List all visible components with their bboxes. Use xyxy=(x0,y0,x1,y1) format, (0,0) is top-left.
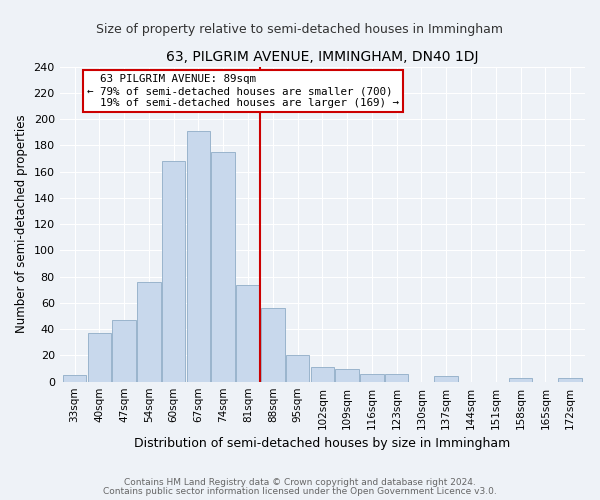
Bar xyxy=(137,282,161,382)
Bar xyxy=(311,367,334,382)
Bar xyxy=(187,131,210,382)
Bar xyxy=(63,375,86,382)
Title: 63, PILGRIM AVENUE, IMMINGHAM, DN40 1DJ: 63, PILGRIM AVENUE, IMMINGHAM, DN40 1DJ xyxy=(166,50,479,64)
Bar xyxy=(434,376,458,382)
Text: Contains public sector information licensed under the Open Government Licence v3: Contains public sector information licen… xyxy=(103,487,497,496)
Bar xyxy=(385,374,409,382)
Bar xyxy=(236,284,260,382)
Bar xyxy=(261,308,284,382)
X-axis label: Distribution of semi-detached houses by size in Immingham: Distribution of semi-detached houses by … xyxy=(134,437,511,450)
Bar xyxy=(509,378,532,382)
Bar xyxy=(286,356,310,382)
Text: Contains HM Land Registry data © Crown copyright and database right 2024.: Contains HM Land Registry data © Crown c… xyxy=(124,478,476,487)
Bar xyxy=(112,320,136,382)
Bar xyxy=(559,378,582,382)
Bar xyxy=(360,374,383,382)
Y-axis label: Number of semi-detached properties: Number of semi-detached properties xyxy=(15,115,28,334)
Bar xyxy=(88,333,111,382)
Bar xyxy=(335,368,359,382)
Text: Size of property relative to semi-detached houses in Immingham: Size of property relative to semi-detach… xyxy=(97,22,503,36)
Bar xyxy=(211,152,235,382)
Text: 63 PILGRIM AVENUE: 89sqm
← 79% of semi-detached houses are smaller (700)
  19% o: 63 PILGRIM AVENUE: 89sqm ← 79% of semi-d… xyxy=(87,74,399,108)
Bar xyxy=(162,161,185,382)
